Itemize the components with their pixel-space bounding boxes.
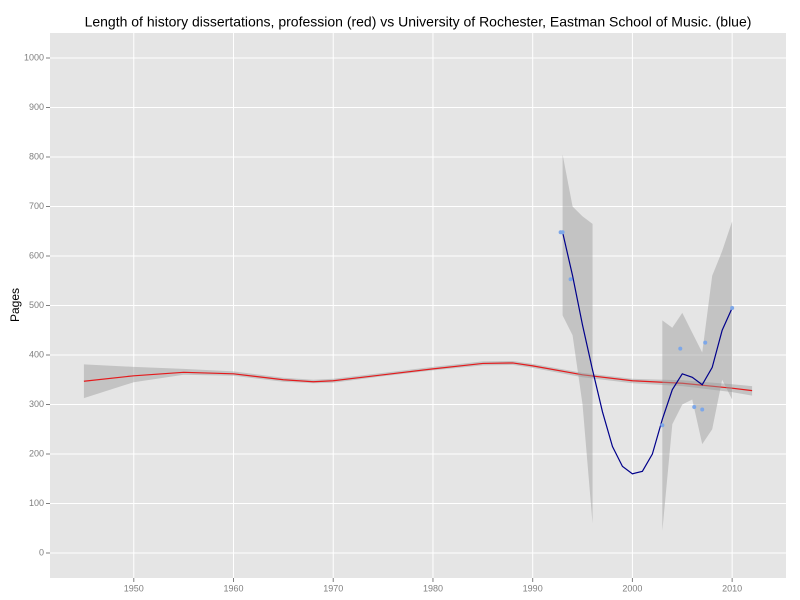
y-tick-label: 600 <box>29 250 44 260</box>
y-tick-label: 0 <box>39 547 44 557</box>
y-tick-label: 1000 <box>24 52 44 62</box>
y-tick-label: 500 <box>29 300 44 310</box>
y-tick-label: 700 <box>29 201 44 211</box>
y-tick-label: 400 <box>29 349 44 359</box>
confidence-band <box>562 154 593 524</box>
x-tick-label: 1990 <box>523 583 543 593</box>
x-tick-label: 1970 <box>323 583 343 593</box>
y-tick-label: 100 <box>29 498 44 508</box>
y-tick-label: 900 <box>29 102 44 112</box>
y-tick-label: 300 <box>29 399 44 409</box>
chart-title: Length of history dissertations, profess… <box>85 14 752 30</box>
confidence-band <box>662 221 733 531</box>
x-tick-label: 1950 <box>124 583 144 593</box>
data-point <box>560 230 565 235</box>
data-point <box>700 407 705 412</box>
data-point <box>660 423 665 428</box>
data-point <box>703 340 708 345</box>
smooth-line <box>83 362 753 392</box>
y-tick-label: 200 <box>29 448 44 458</box>
smooth-line <box>562 232 733 475</box>
data-point <box>678 346 683 351</box>
x-tick-label: 2010 <box>722 583 742 593</box>
y-axis-label: Pages <box>8 288 22 322</box>
x-tick-label: 1980 <box>423 583 443 593</box>
y-tick-label: 800 <box>29 151 44 161</box>
x-tick-label: 2000 <box>622 583 642 593</box>
data-point <box>730 305 735 310</box>
data-point <box>692 404 697 409</box>
data-point <box>568 277 573 282</box>
x-tick-label: 1960 <box>223 583 243 593</box>
